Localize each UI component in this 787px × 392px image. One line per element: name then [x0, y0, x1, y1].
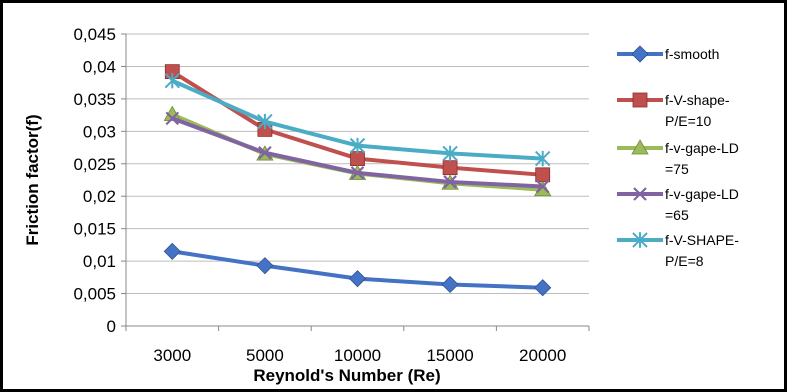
- legend-label: =65: [665, 207, 689, 223]
- x-tick-label: 20000: [519, 346, 566, 365]
- y-tick-label: 0,01: [83, 252, 116, 271]
- x-tick-label: 15000: [426, 346, 473, 365]
- y-tick-label: 0,015: [73, 220, 116, 239]
- data-point: [349, 137, 366, 154]
- x-tick-label: 3000: [153, 346, 191, 365]
- legend-label: P/E=10: [665, 113, 712, 129]
- y-tick-label: 0: [107, 317, 116, 336]
- legend-item: f-V-SHAPE- P/E=8: [617, 232, 739, 269]
- data-point: [350, 151, 365, 166]
- data-point: [442, 160, 458, 176]
- data-point: [348, 270, 367, 288]
- y-axis-ticks: 0 0,005 0,01 0,015 0,02 0,025 0,03 0,035 0,04 0,0…: [73, 25, 126, 336]
- legend-label: f-smooth: [665, 46, 719, 62]
- legend-item: f-v-gape-LD =65: [617, 186, 739, 223]
- gridlines: [126, 33, 589, 295]
- legend-item: f-V-shape- P/E=10: [617, 92, 730, 129]
- data-point: [443, 175, 457, 189]
- data-point: [165, 111, 180, 126]
- data-point: [632, 92, 648, 108]
- series: [163, 242, 552, 297]
- legend-item: f-v-gape-LD =75: [617, 139, 739, 177]
- legend: f-smoothf-V-shape-P/E=10f-v-gape-LD=75f-…: [617, 45, 739, 269]
- data-point: [633, 187, 647, 201]
- x-tick-label: 10000: [334, 346, 381, 365]
- legend-item: f-smooth: [617, 45, 719, 63]
- axes: [125, 34, 589, 327]
- x-tick-label: 5000: [246, 346, 284, 365]
- series-layer: [163, 64, 552, 297]
- y-tick-label: 0,035: [73, 90, 116, 109]
- y-tick-label: 0,03: [83, 122, 116, 141]
- data-point: [631, 45, 649, 63]
- data-point: [535, 167, 551, 183]
- legend-label: P/E=8: [665, 253, 704, 269]
- y-tick-label: 0,045: [73, 25, 116, 44]
- data-point: [534, 279, 552, 297]
- y-tick-label: 0,025: [73, 155, 116, 174]
- data-point: [257, 113, 273, 130]
- data-point: [256, 257, 274, 275]
- data-point: [632, 232, 648, 248]
- y-tick-label: 0,005: [73, 285, 116, 304]
- legend-label: f-v-gape-LD: [665, 140, 739, 156]
- data-point: [534, 180, 552, 197]
- y-axis-title: Friction factor(f): [23, 114, 42, 245]
- series: [165, 111, 550, 194]
- data-point: [163, 242, 181, 260]
- data-point: [442, 145, 458, 162]
- data-point: [535, 179, 550, 194]
- legend-label: f-v-gape-LD: [665, 186, 739, 202]
- data-point: [350, 166, 365, 180]
- data-point: [258, 145, 272, 160]
- y-tick-label: 0,04: [83, 57, 116, 76]
- x-axis-title: Reynold's Number (Re): [253, 366, 440, 385]
- y-tick-label: 0,02: [83, 187, 116, 206]
- legend-label: f-V-SHAPE-: [665, 232, 739, 248]
- legend-label: =75: [665, 161, 689, 177]
- data-point: [441, 275, 459, 294]
- data-point: [534, 150, 551, 167]
- x-axis-ticks: 3000 5000 10000 15000 20000: [125, 326, 590, 365]
- data-point: [631, 139, 649, 155]
- legend-label: f-V-shape-: [665, 92, 730, 108]
- data-point: [164, 73, 181, 89]
- series: [164, 73, 551, 167]
